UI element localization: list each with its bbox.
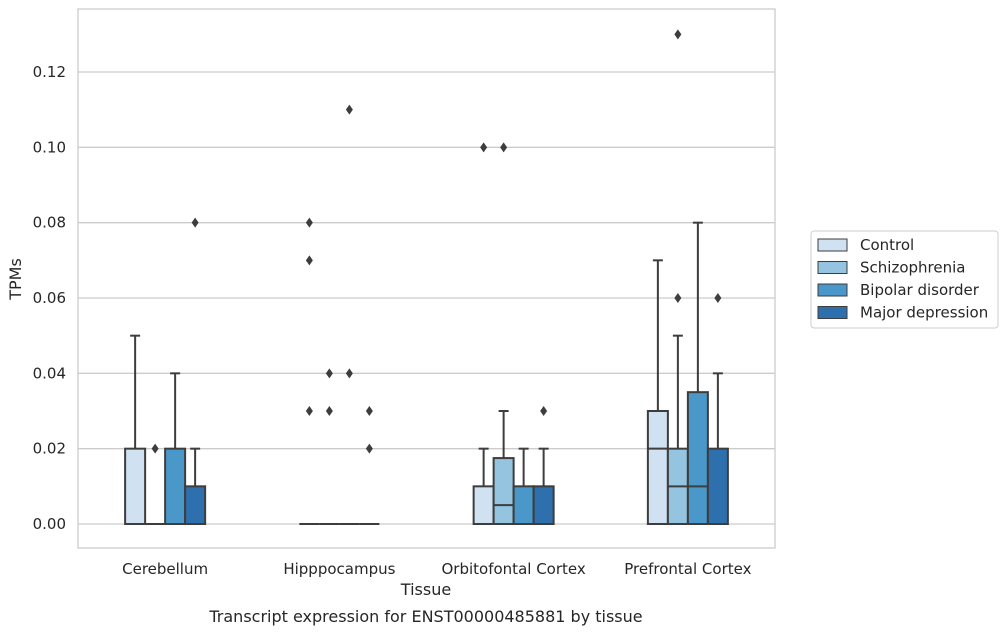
legend: Control Schizophrenia Bipolar disorder Majo… [810,230,999,329]
box-major-depression-3 [706,293,729,525]
outlier-point [674,293,682,303]
y-tick-label: 0.10 [33,138,66,156]
x-axis-label: Tissue [400,580,451,599]
y-tick-label: 0.08 [33,214,66,232]
x-tick-label: Hipppocampus [283,560,395,578]
outlier-point [540,406,548,416]
box-control-1 [299,217,320,525]
box-body [492,457,515,526]
box-major-depression-2 [532,406,555,526]
boxplot-marks [124,29,729,526]
legend-label: Control [860,236,914,254]
y-tick-label: 0.04 [33,364,66,382]
outlier-point [674,29,682,40]
box-schizophrenia-0 [145,443,166,525]
outlier-point [500,142,508,153]
y-tick-label: 0.00 [33,515,66,533]
box-body [164,447,187,525]
y-tick-label: 0.12 [33,63,66,81]
box-control-0 [124,334,147,525]
legend-swatch [817,238,848,252]
x-tick-label: Prefrontal Cortex [624,560,751,578]
box-schizophrenia-1 [319,368,340,525]
box-control-2 [472,142,495,526]
legend-label: Schizophrenia [860,259,965,277]
outlier-point [325,406,333,416]
outlier-point [305,406,313,416]
box-major-depression-0 [184,217,207,526]
box-body [686,391,709,525]
box-body [532,485,555,526]
outlier-point [714,293,722,303]
x-tick-label: Orbitofontal Cortex [442,560,586,578]
legend-swatch [817,306,848,319]
outlier-point [365,406,373,416]
outlier-point [345,104,353,115]
legend-frame [810,230,999,329]
legend-swatch [817,261,848,274]
outlier-point [345,368,353,379]
box-body [184,485,207,526]
outlier-point [305,217,313,228]
box-control-3 [646,259,669,525]
outlier-point [365,443,373,454]
box-bipolar-disorder-1 [339,104,360,525]
y-tick-label: 0.02 [33,440,66,458]
outlier-point [325,368,333,379]
plot-frame [77,8,776,549]
legend-label: Major depression [860,304,988,322]
legend-label: Bipolar disorder [860,281,980,299]
outlier-point [151,443,159,454]
x-tick-labels: Cerebellum Hipppocampus Orbitofontal Corte… [122,560,751,578]
box-major-depression-1 [359,406,380,525]
y-tick-labels: 0.00 0.02 0.04 0.06 0.08 0.10 0.12 [33,63,66,533]
y-axis-label: TPMs [6,258,25,301]
box-body [124,447,147,525]
legend-swatch [817,283,848,297]
outlier-point [480,142,488,153]
box-schizophrenia-2 [492,142,515,526]
box-body [706,447,729,525]
box-body [646,410,669,525]
box-schizophrenia-3 [666,29,689,525]
outlier-point [191,217,199,228]
x-tick-label: Cerebellum [122,560,208,578]
box-body [512,485,535,526]
outlier-point [305,255,313,266]
y-tick-label: 0.06 [33,289,66,307]
box-bipolar-disorder-0 [164,372,187,525]
box-bipolar-disorder-2 [512,447,535,526]
box-body [472,485,495,526]
chart-caption: Transcript expression for ENST0000048588… [208,607,642,626]
